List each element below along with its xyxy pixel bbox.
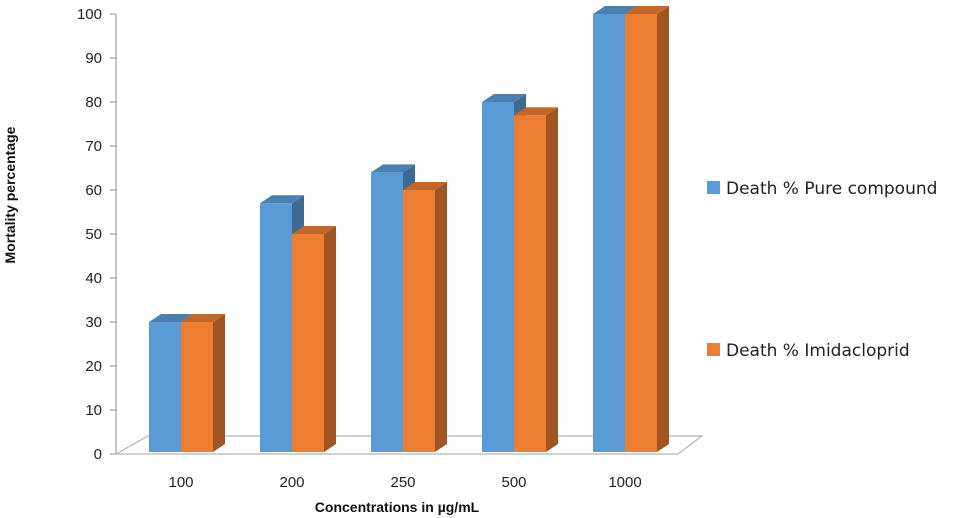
x-tick-label: 250 bbox=[390, 474, 415, 491]
axes bbox=[110, 13, 117, 455]
bar-top bbox=[514, 107, 558, 116]
y-tick-label: 90 bbox=[85, 50, 102, 67]
bar-front bbox=[514, 115, 546, 452]
bar-side bbox=[657, 6, 669, 452]
bar-front bbox=[260, 203, 292, 452]
x-tick-label: 100 bbox=[168, 474, 193, 491]
y-axis-title: Mortality percentage bbox=[2, 126, 18, 263]
legend: Death % Pure compound Death % Imidaclopri… bbox=[707, 179, 937, 361]
bar-front bbox=[403, 190, 435, 452]
bars bbox=[149, 6, 669, 452]
bar-side bbox=[324, 226, 336, 452]
y-tick-label: 50 bbox=[85, 226, 102, 243]
bar bbox=[292, 226, 336, 452]
legend-swatch bbox=[707, 343, 720, 356]
bar-top bbox=[371, 164, 415, 173]
bar-top bbox=[403, 182, 447, 190]
y-tick-label: 60 bbox=[85, 182, 102, 199]
bar-front bbox=[625, 14, 657, 452]
bar bbox=[403, 182, 447, 452]
bar-side bbox=[546, 107, 558, 452]
y-tick-label: 30 bbox=[85, 314, 102, 331]
legend-swatch bbox=[707, 181, 720, 194]
bar-front bbox=[371, 172, 403, 452]
y-tick-label: 70 bbox=[85, 138, 102, 155]
bar-front bbox=[292, 234, 324, 452]
bar-front bbox=[482, 102, 514, 452]
x-tick-labels: 100 200 250 500 1000 bbox=[168, 474, 641, 491]
bar-front bbox=[181, 322, 213, 452]
chart-floor bbox=[113, 435, 704, 455]
legend-label: Death % Pure compound bbox=[726, 179, 937, 199]
bar-top bbox=[149, 314, 193, 322]
bar-side bbox=[435, 182, 447, 452]
bar-top bbox=[292, 226, 336, 234]
y-tick-label: 10 bbox=[85, 402, 102, 419]
bar-top bbox=[593, 6, 637, 14]
bar-top bbox=[260, 195, 304, 204]
y-tick-label: 40 bbox=[85, 270, 102, 287]
x-axis-title: Concentrations in µg/mL bbox=[315, 499, 480, 515]
y-tick-labels: 0 10 20 30 40 50 60 70 80 90 100 bbox=[77, 6, 102, 463]
bar bbox=[625, 6, 669, 452]
bar-top bbox=[181, 314, 225, 322]
x-tick-label: 200 bbox=[279, 474, 304, 491]
bar-top bbox=[625, 6, 669, 14]
y-tick-label: 20 bbox=[85, 358, 102, 375]
bar-top bbox=[482, 94, 526, 102]
bar-front bbox=[593, 14, 625, 452]
chart-floor-outline bbox=[113, 435, 704, 455]
y-tick-label: 80 bbox=[85, 94, 102, 111]
bar-front bbox=[149, 322, 181, 452]
x-tick-label: 1000 bbox=[608, 474, 641, 491]
bar-side bbox=[213, 314, 225, 452]
bar bbox=[181, 314, 225, 452]
y-tick-label: 100 bbox=[77, 6, 102, 23]
bar bbox=[514, 107, 558, 452]
x-tick-label: 500 bbox=[501, 474, 526, 491]
legend-label: Death % Imidacloprid bbox=[726, 341, 910, 361]
y-tick-label: 0 bbox=[94, 446, 102, 463]
